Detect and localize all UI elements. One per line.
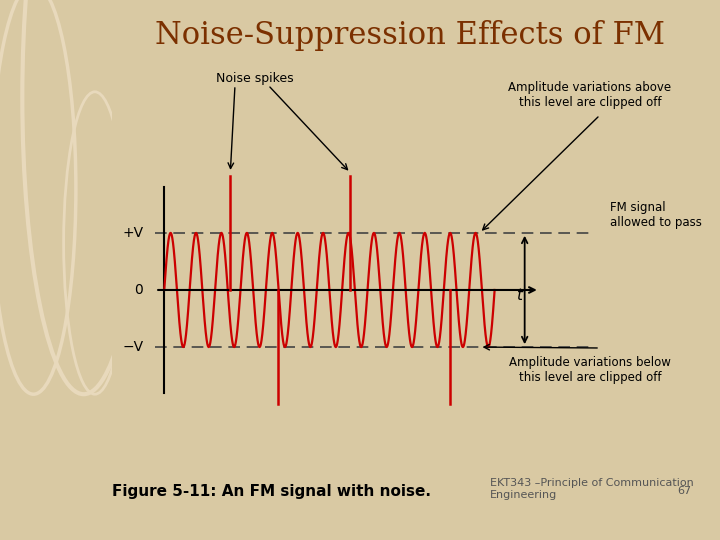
Text: Noise spikes: Noise spikes <box>216 72 294 85</box>
Text: +V: +V <box>122 226 143 240</box>
Text: 0: 0 <box>135 283 143 297</box>
Text: t: t <box>516 288 522 303</box>
Text: −V: −V <box>122 340 143 354</box>
Text: FM signal
allowed to pass: FM signal allowed to pass <box>610 201 702 229</box>
Text: Amplitude variations below
this level are clipped off: Amplitude variations below this level ar… <box>509 356 671 384</box>
Text: Amplitude variations above
this level are clipped off: Amplitude variations above this level ar… <box>508 81 672 109</box>
Text: EKT343 –Principle of Communication
Engineering: EKT343 –Principle of Communication Engin… <box>490 478 693 500</box>
FancyBboxPatch shape <box>0 0 112 540</box>
Text: 67: 67 <box>677 487 691 496</box>
Text: Noise-Suppression Effects of FM: Noise-Suppression Effects of FM <box>156 19 665 51</box>
Text: Figure 5-11: An FM signal with noise.: Figure 5-11: An FM signal with noise. <box>112 484 431 499</box>
